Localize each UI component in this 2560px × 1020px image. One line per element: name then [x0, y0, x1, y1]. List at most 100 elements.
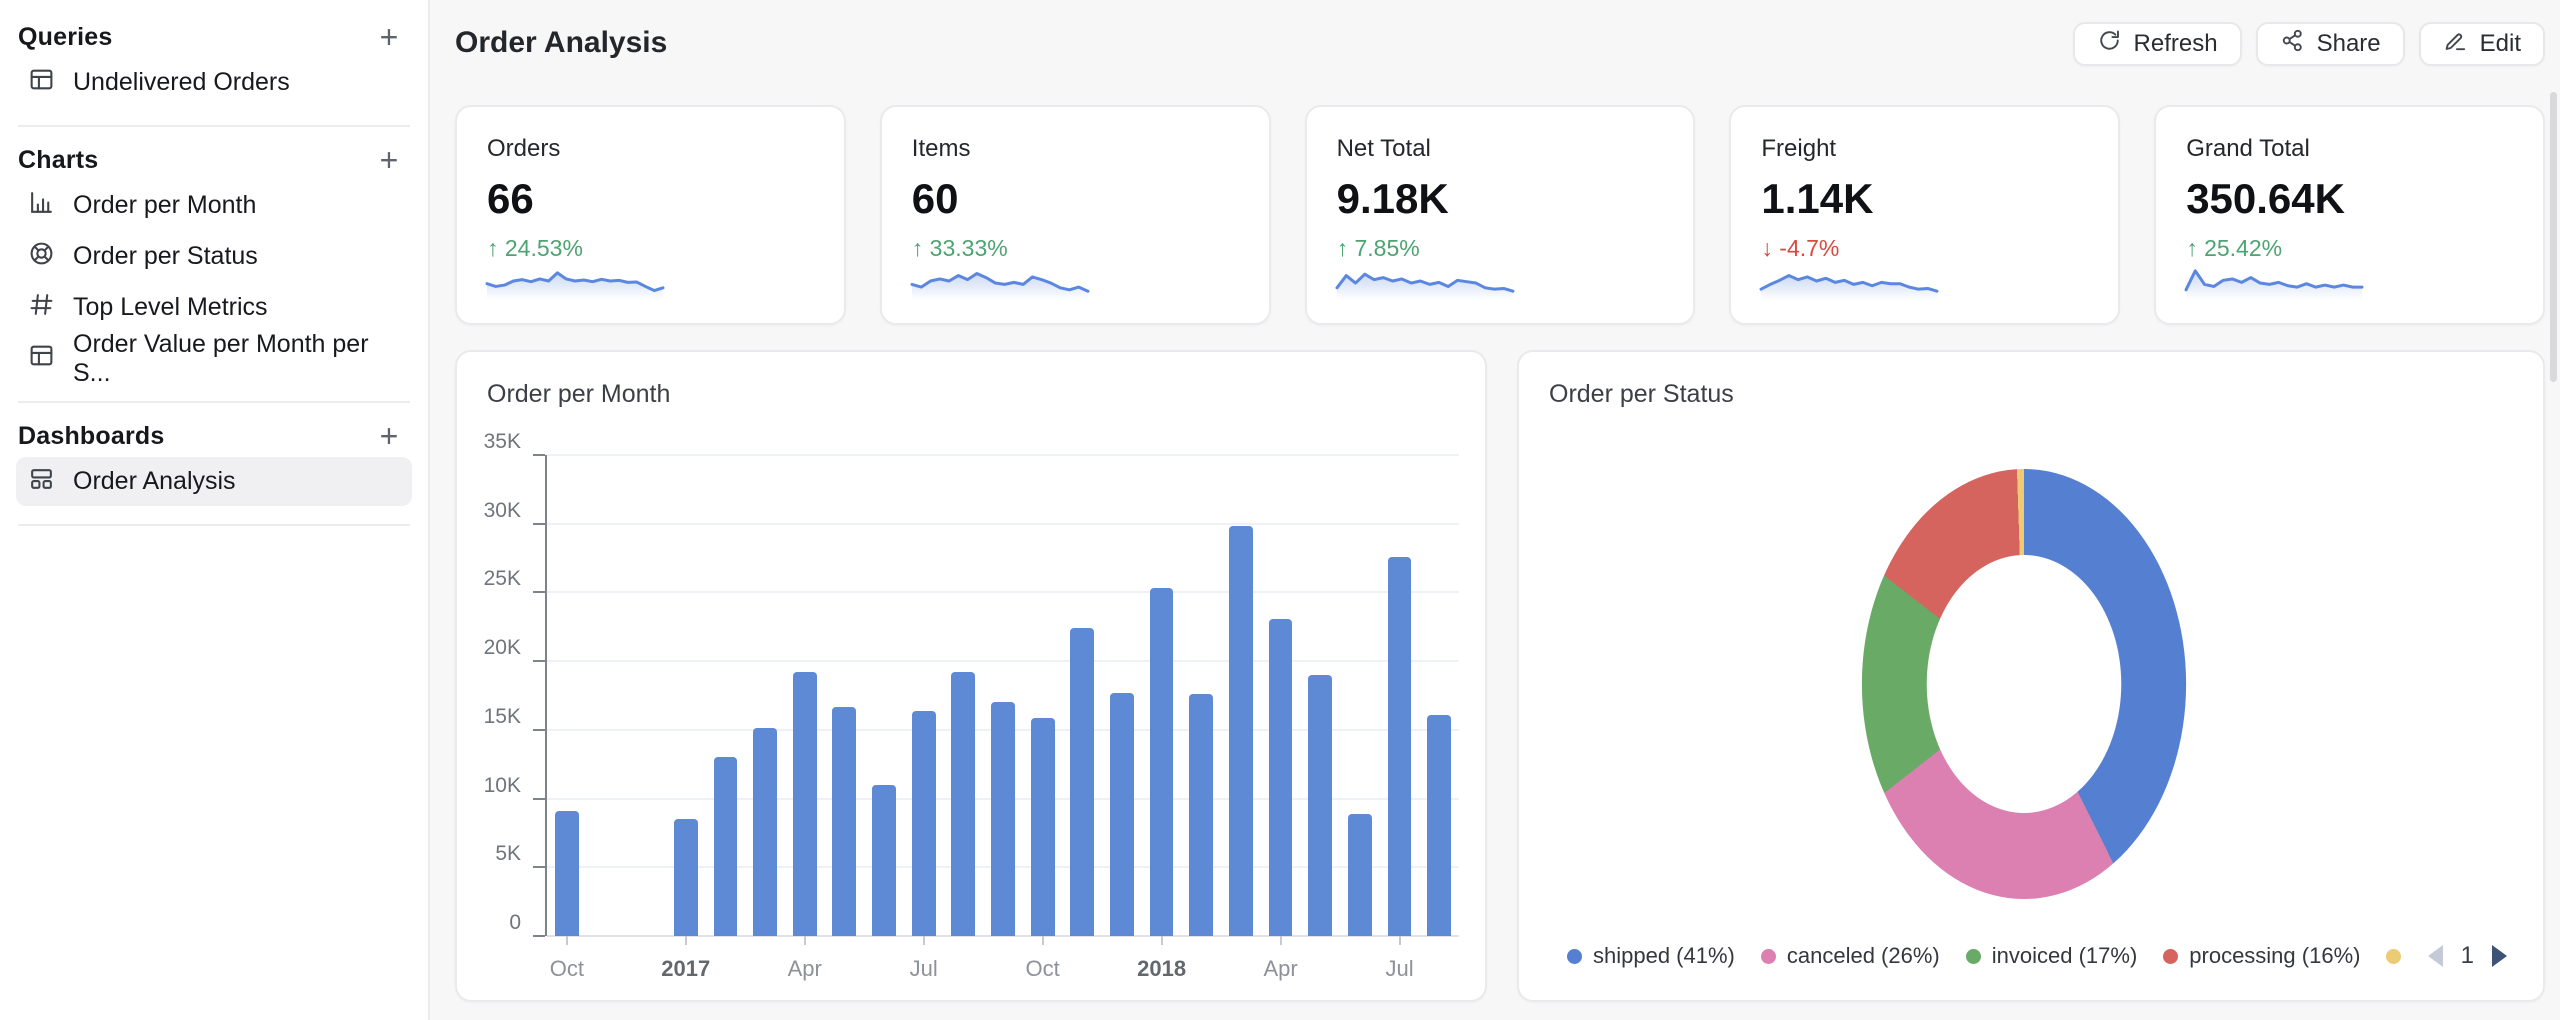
x-axis-label: Oct: [549, 956, 584, 981]
bar-15[interactable]: [1149, 588, 1174, 936]
bar-6[interactable]: [792, 672, 817, 936]
bar-16[interactable]: [1189, 694, 1214, 936]
sidebar-item-order-per-status[interactable]: Order per Status: [16, 232, 412, 281]
bar-8[interactable]: [872, 784, 896, 936]
bar-chart-title: Order per Month: [487, 380, 671, 408]
kpi-label: Freight: [1761, 135, 1837, 162]
legend-item-shipped[interactable]: shipped (41%): [1567, 943, 1735, 969]
sidebar-section-header: Charts +: [16, 141, 412, 179]
legend-dot: [2386, 948, 2402, 964]
sidebar-item-label: Order Analysis: [73, 467, 236, 495]
kpi-delta: ↓ -4.7%: [1761, 235, 1840, 261]
bar-7[interactable]: [832, 706, 857, 936]
x-axis-tick: [565, 936, 568, 945]
y-axis-label: 35K: [483, 430, 521, 453]
legend-pagination: 1: [2427, 942, 2507, 970]
kpi-label: Orders: [487, 135, 561, 162]
x-axis-tick: [922, 936, 925, 945]
legend-label: shipped (41%): [1593, 943, 1735, 968]
y-axis-label: 25K: [483, 567, 521, 591]
add-charts-button[interactable]: +: [379, 142, 399, 178]
y-axis-tick: [533, 728, 545, 731]
edit-button[interactable]: Edit: [2418, 22, 2545, 66]
refresh-button[interactable]: Refresh: [2072, 22, 2242, 66]
legend-item[interactable]: [2386, 948, 2402, 964]
sidebar-item-order-analysis[interactable]: Order Analysis: [16, 457, 412, 506]
legend-item-canceled[interactable]: canceled (26%): [1760, 943, 1940, 969]
bar-19[interactable]: [1308, 674, 1333, 936]
gridline: [547, 935, 1459, 937]
share-label: Share: [2316, 30, 2381, 57]
sidebar-divider: [18, 524, 410, 526]
edit-label: Edit: [2479, 30, 2521, 57]
add-dashboards-button[interactable]: +: [379, 418, 399, 454]
sidebar-item-top-level-metrics[interactable]: Top Level Metrics: [16, 283, 412, 332]
kpi-delta: ↑ 33.33%: [911, 235, 1008, 261]
bar-18[interactable]: [1268, 618, 1293, 936]
x-axis-tick: [1041, 936, 1044, 945]
legend-prev-icon[interactable]: [2427, 945, 2443, 967]
kpi-card-row: Orders 66 ↑ 24.53% Items 60 ↑ 33.33% Net Total…: [455, 105, 2545, 325]
table-icon: [28, 66, 55, 100]
hash-icon: [28, 291, 55, 325]
sidebar-divider: [18, 401, 410, 403]
donut-hole: [1926, 555, 2122, 813]
donut-chart-title: Order per Status: [1549, 380, 1734, 408]
sidebar-item-undelivered-orders[interactable]: Undelivered Orders: [16, 58, 412, 107]
bar-12[interactable]: [1030, 717, 1055, 936]
y-axis-tick: [533, 454, 545, 456]
y-axis-label: 30K: [483, 498, 521, 522]
refresh-icon: [2097, 28, 2122, 60]
kpi-value: 1.14K: [1761, 175, 1874, 222]
share-button[interactable]: Share: [2255, 22, 2405, 66]
scrollbar-thumb[interactable]: [2550, 92, 2557, 382]
kpi-value: 9.18K: [1336, 175, 1449, 222]
x-axis-tick: [1398, 936, 1401, 945]
legend-next-icon[interactable]: [2492, 945, 2507, 967]
kpi-card-freight: Freight 1.14K ↓ -4.7%: [1729, 105, 2121, 325]
y-axis-tick: [533, 866, 545, 869]
sidebar-item-order-value-per-month-per-s[interactable]: Order Value per Month per S...: [16, 330, 412, 387]
sidebar-section-title: Queries: [18, 22, 113, 51]
kpi-label: Items: [911, 135, 971, 162]
sidebar-section-header: Dashboards +: [16, 417, 412, 455]
donut-ring[interactable]: [1861, 469, 2187, 899]
legend-item-invoiced[interactable]: invoiced (17%): [1965, 943, 2137, 969]
bar-9[interactable]: [911, 710, 936, 936]
legend-dot: [1965, 948, 1981, 964]
donut-chart[interactable]: [1809, 469, 2239, 899]
sidebar-item-label: Top Level Metrics: [73, 293, 268, 321]
bar-10[interactable]: [951, 672, 976, 936]
bar-22[interactable]: [1427, 714, 1452, 936]
sidebar-item-order-per-month[interactable]: Order per Month: [16, 181, 412, 230]
add-queries-button[interactable]: +: [379, 19, 399, 55]
x-axis-label: Jul: [1385, 956, 1414, 981]
sidebar-item-label: Order Value per Month per S...: [73, 329, 369, 387]
donut-legend: shipped (41%) canceled (26%) invoiced (17%…: [1567, 942, 2507, 970]
bar-20[interactable]: [1347, 813, 1372, 936]
kpi-value: 350.64K: [2186, 175, 2345, 222]
y-axis-tick: [533, 935, 545, 937]
bar-13[interactable]: [1070, 628, 1095, 936]
x-axis-tick: [1160, 936, 1163, 945]
bar-14[interactable]: [1110, 692, 1134, 936]
legend-page-number: 1: [2460, 942, 2474, 969]
bar-0[interactable]: [554, 810, 579, 936]
kpi-sparkline: [910, 258, 1090, 307]
bar-5[interactable]: [753, 728, 777, 936]
refresh-label: Refresh: [2133, 30, 2218, 57]
kpi-delta: ↑ 24.53%: [487, 235, 583, 261]
bar-3[interactable]: [673, 819, 698, 936]
bar-21[interactable]: [1387, 556, 1412, 936]
kpi-value: 60: [911, 175, 959, 222]
bar-17[interactable]: [1229, 526, 1253, 936]
bar-4[interactable]: [713, 757, 738, 936]
y-axis-tick: [533, 660, 545, 663]
bar-11[interactable]: [991, 702, 1015, 936]
legend-item-processing[interactable]: processing (16%): [2163, 943, 2360, 969]
page-title: Order Analysis: [455, 26, 668, 59]
x-axis-label: Oct: [1025, 956, 1060, 981]
kpi-label: Net Total: [1336, 135, 1431, 162]
y-axis-label: 0: [509, 911, 521, 934]
x-axis-tick: [684, 936, 687, 945]
